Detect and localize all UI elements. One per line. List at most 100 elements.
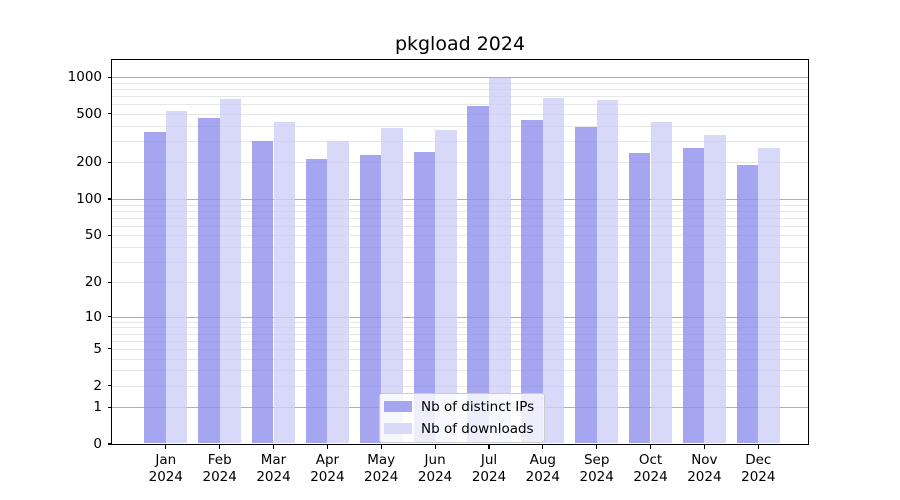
y-tick-mark <box>107 198 112 200</box>
legend-label-downloads: Nb of downloads <box>421 420 534 437</box>
x-tick-year: 2024 <box>633 469 668 485</box>
y-tick-mark <box>107 316 112 318</box>
y-tick-label: 2 <box>93 377 102 394</box>
x-tick-month: Oct <box>638 452 663 468</box>
y-tick-mark <box>107 161 112 163</box>
legend-row-ips: Nb of distinct IPs <box>384 400 536 414</box>
x-tick-label: Jul 2024 <box>453 452 525 486</box>
minor-gridline <box>112 89 808 90</box>
x-tick-label: Feb 2024 <box>184 452 256 486</box>
bar-may-ips <box>359 155 382 444</box>
bar-mar-downloads <box>273 121 296 444</box>
bar-jul-ips <box>467 106 489 444</box>
x-tick-month: Jan <box>155 452 177 468</box>
bar-jan-ips <box>144 132 166 444</box>
bar-aug-downloads <box>542 97 565 444</box>
y-tick-label: 10 <box>84 308 102 325</box>
legend-row-downloads: Nb of downloads <box>384 422 536 436</box>
x-tick-year: 2024 <box>471 469 507 485</box>
x-tick-year: 2024 <box>417 469 453 485</box>
x-tick-mark <box>380 444 382 449</box>
x-tick-year: 2024 <box>256 469 291 485</box>
x-tick-year: 2024 <box>148 469 183 485</box>
x-tick-month: Feb <box>207 452 232 468</box>
x-tick-month: Dec <box>745 452 772 468</box>
bar-apr-downloads <box>327 141 349 444</box>
bar-feb-downloads <box>219 98 242 444</box>
x-tick-mark <box>488 444 490 449</box>
bar-sep-ips <box>575 127 597 444</box>
minor-gridline <box>112 104 808 106</box>
chart-title: pkgload 2024 <box>394 33 526 55</box>
minor-gridline <box>112 340 808 342</box>
x-tick-year: 2024 <box>687 469 722 485</box>
legend-swatch-downloads <box>384 422 412 435</box>
y-tick-label: 5 <box>93 340 102 357</box>
bar-jun-downloads <box>435 129 457 444</box>
legend-label-ips: Nb of distinct IPs <box>421 398 535 415</box>
minor-gridline <box>112 385 808 387</box>
minor-gridline <box>112 333 808 335</box>
x-tick-mark <box>219 444 221 449</box>
x-tick-month: Apr <box>315 452 340 468</box>
x-tick-label: Mar 2024 <box>238 452 310 486</box>
y-tick-mark <box>107 348 112 350</box>
x-tick-month: Jul <box>480 452 498 468</box>
y-tick-mark <box>107 76 112 78</box>
bar-mar-ips <box>251 141 274 444</box>
minor-gridline <box>112 204 808 206</box>
x-tick-mark <box>272 444 275 449</box>
x-tick-month: Mar <box>260 452 287 468</box>
minor-gridline <box>112 141 808 142</box>
y-tick-mark <box>107 281 112 283</box>
minor-gridline <box>112 162 808 164</box>
x-tick-month: May <box>367 452 396 468</box>
legend: Nb of distinct IPs Nb of downloads <box>379 392 545 443</box>
minor-gridline <box>112 282 808 284</box>
bar-dec-ips <box>736 165 759 444</box>
bar-may-downloads <box>381 128 403 444</box>
x-tick-mark <box>757 444 759 449</box>
minor-gridline <box>112 246 808 248</box>
x-tick-mark <box>649 444 652 449</box>
bar-nov-ips <box>682 147 705 444</box>
y-tick-label: 1000 <box>67 69 102 86</box>
x-tick-label: Apr 2024 <box>291 452 363 486</box>
bar-aug-ips <box>521 120 543 444</box>
major-gridline <box>112 77 808 79</box>
minor-gridline <box>112 321 808 323</box>
bar-oct-ips <box>628 152 651 444</box>
x-tick-label: Jan 2024 <box>130 452 202 486</box>
bar-apr-ips <box>305 158 328 444</box>
bar-feb-ips <box>198 117 220 444</box>
y-tick-mark <box>107 385 112 387</box>
minor-gridline <box>112 125 808 127</box>
x-tick-label: Dec 2024 <box>722 452 794 486</box>
y-tick-label: 1 <box>93 399 102 416</box>
bar-nov-downloads <box>704 135 726 444</box>
x-tick-year: 2024 <box>364 469 399 485</box>
minor-gridline <box>112 210 808 212</box>
minor-gridline <box>112 217 808 219</box>
x-tick-label: Aug 2024 <box>507 452 579 486</box>
minor-gridline <box>112 327 808 329</box>
x-tick-mark <box>326 444 328 449</box>
bar-oct-downloads <box>650 121 673 444</box>
minor-gridline <box>112 235 808 237</box>
minor-gridline <box>112 370 808 372</box>
x-tick-label: Jun 2024 <box>399 452 471 486</box>
y-tick-label: 500 <box>76 105 102 122</box>
x-tick-label: Sep 2024 <box>561 452 633 486</box>
x-tick-year: 2024 <box>579 469 614 485</box>
y-tick-label: 50 <box>84 227 102 244</box>
x-tick-year: 2024 <box>741 469 776 485</box>
x-tick-month: Sep <box>583 452 610 468</box>
minor-gridline <box>112 358 808 360</box>
x-tick-mark <box>596 444 598 449</box>
y-tick-label: 200 <box>76 154 102 171</box>
bar-sep-downloads <box>596 99 619 444</box>
bar-jun-ips <box>413 151 436 444</box>
minor-gridline <box>112 96 808 98</box>
y-tick-mark <box>107 406 112 408</box>
minor-gridline <box>112 225 808 227</box>
